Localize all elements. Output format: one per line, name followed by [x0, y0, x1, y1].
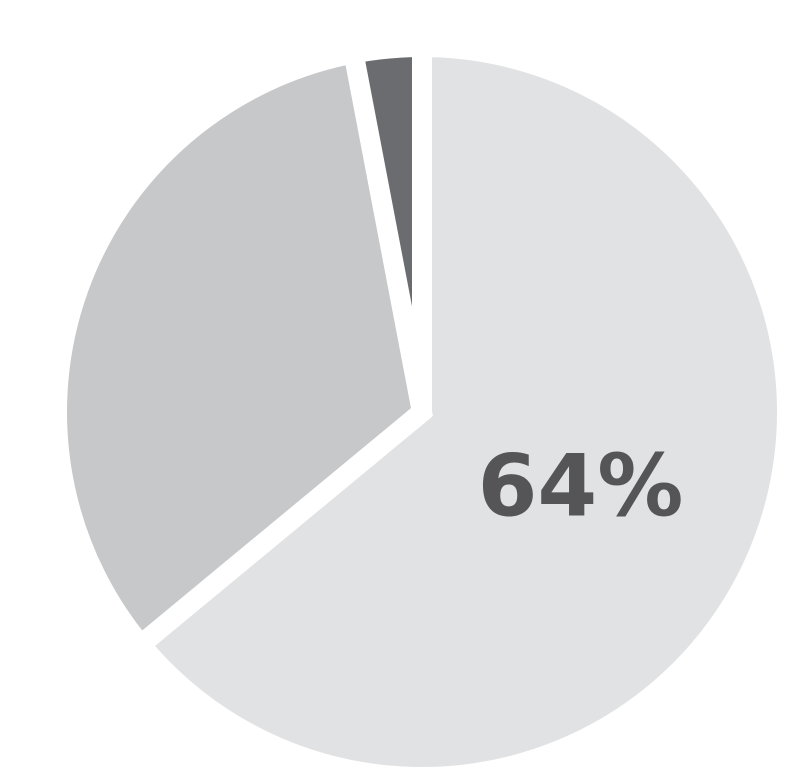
- pie-slice-0: [126, 36, 792, 771]
- pie-slices: [47, 36, 792, 771]
- pie-labels: 64%: [478, 437, 684, 537]
- pie-slice-1: [47, 41, 433, 659]
- pie-slice-2: [341, 36, 432, 414]
- pie-slice-label-0: 64%: [478, 437, 684, 537]
